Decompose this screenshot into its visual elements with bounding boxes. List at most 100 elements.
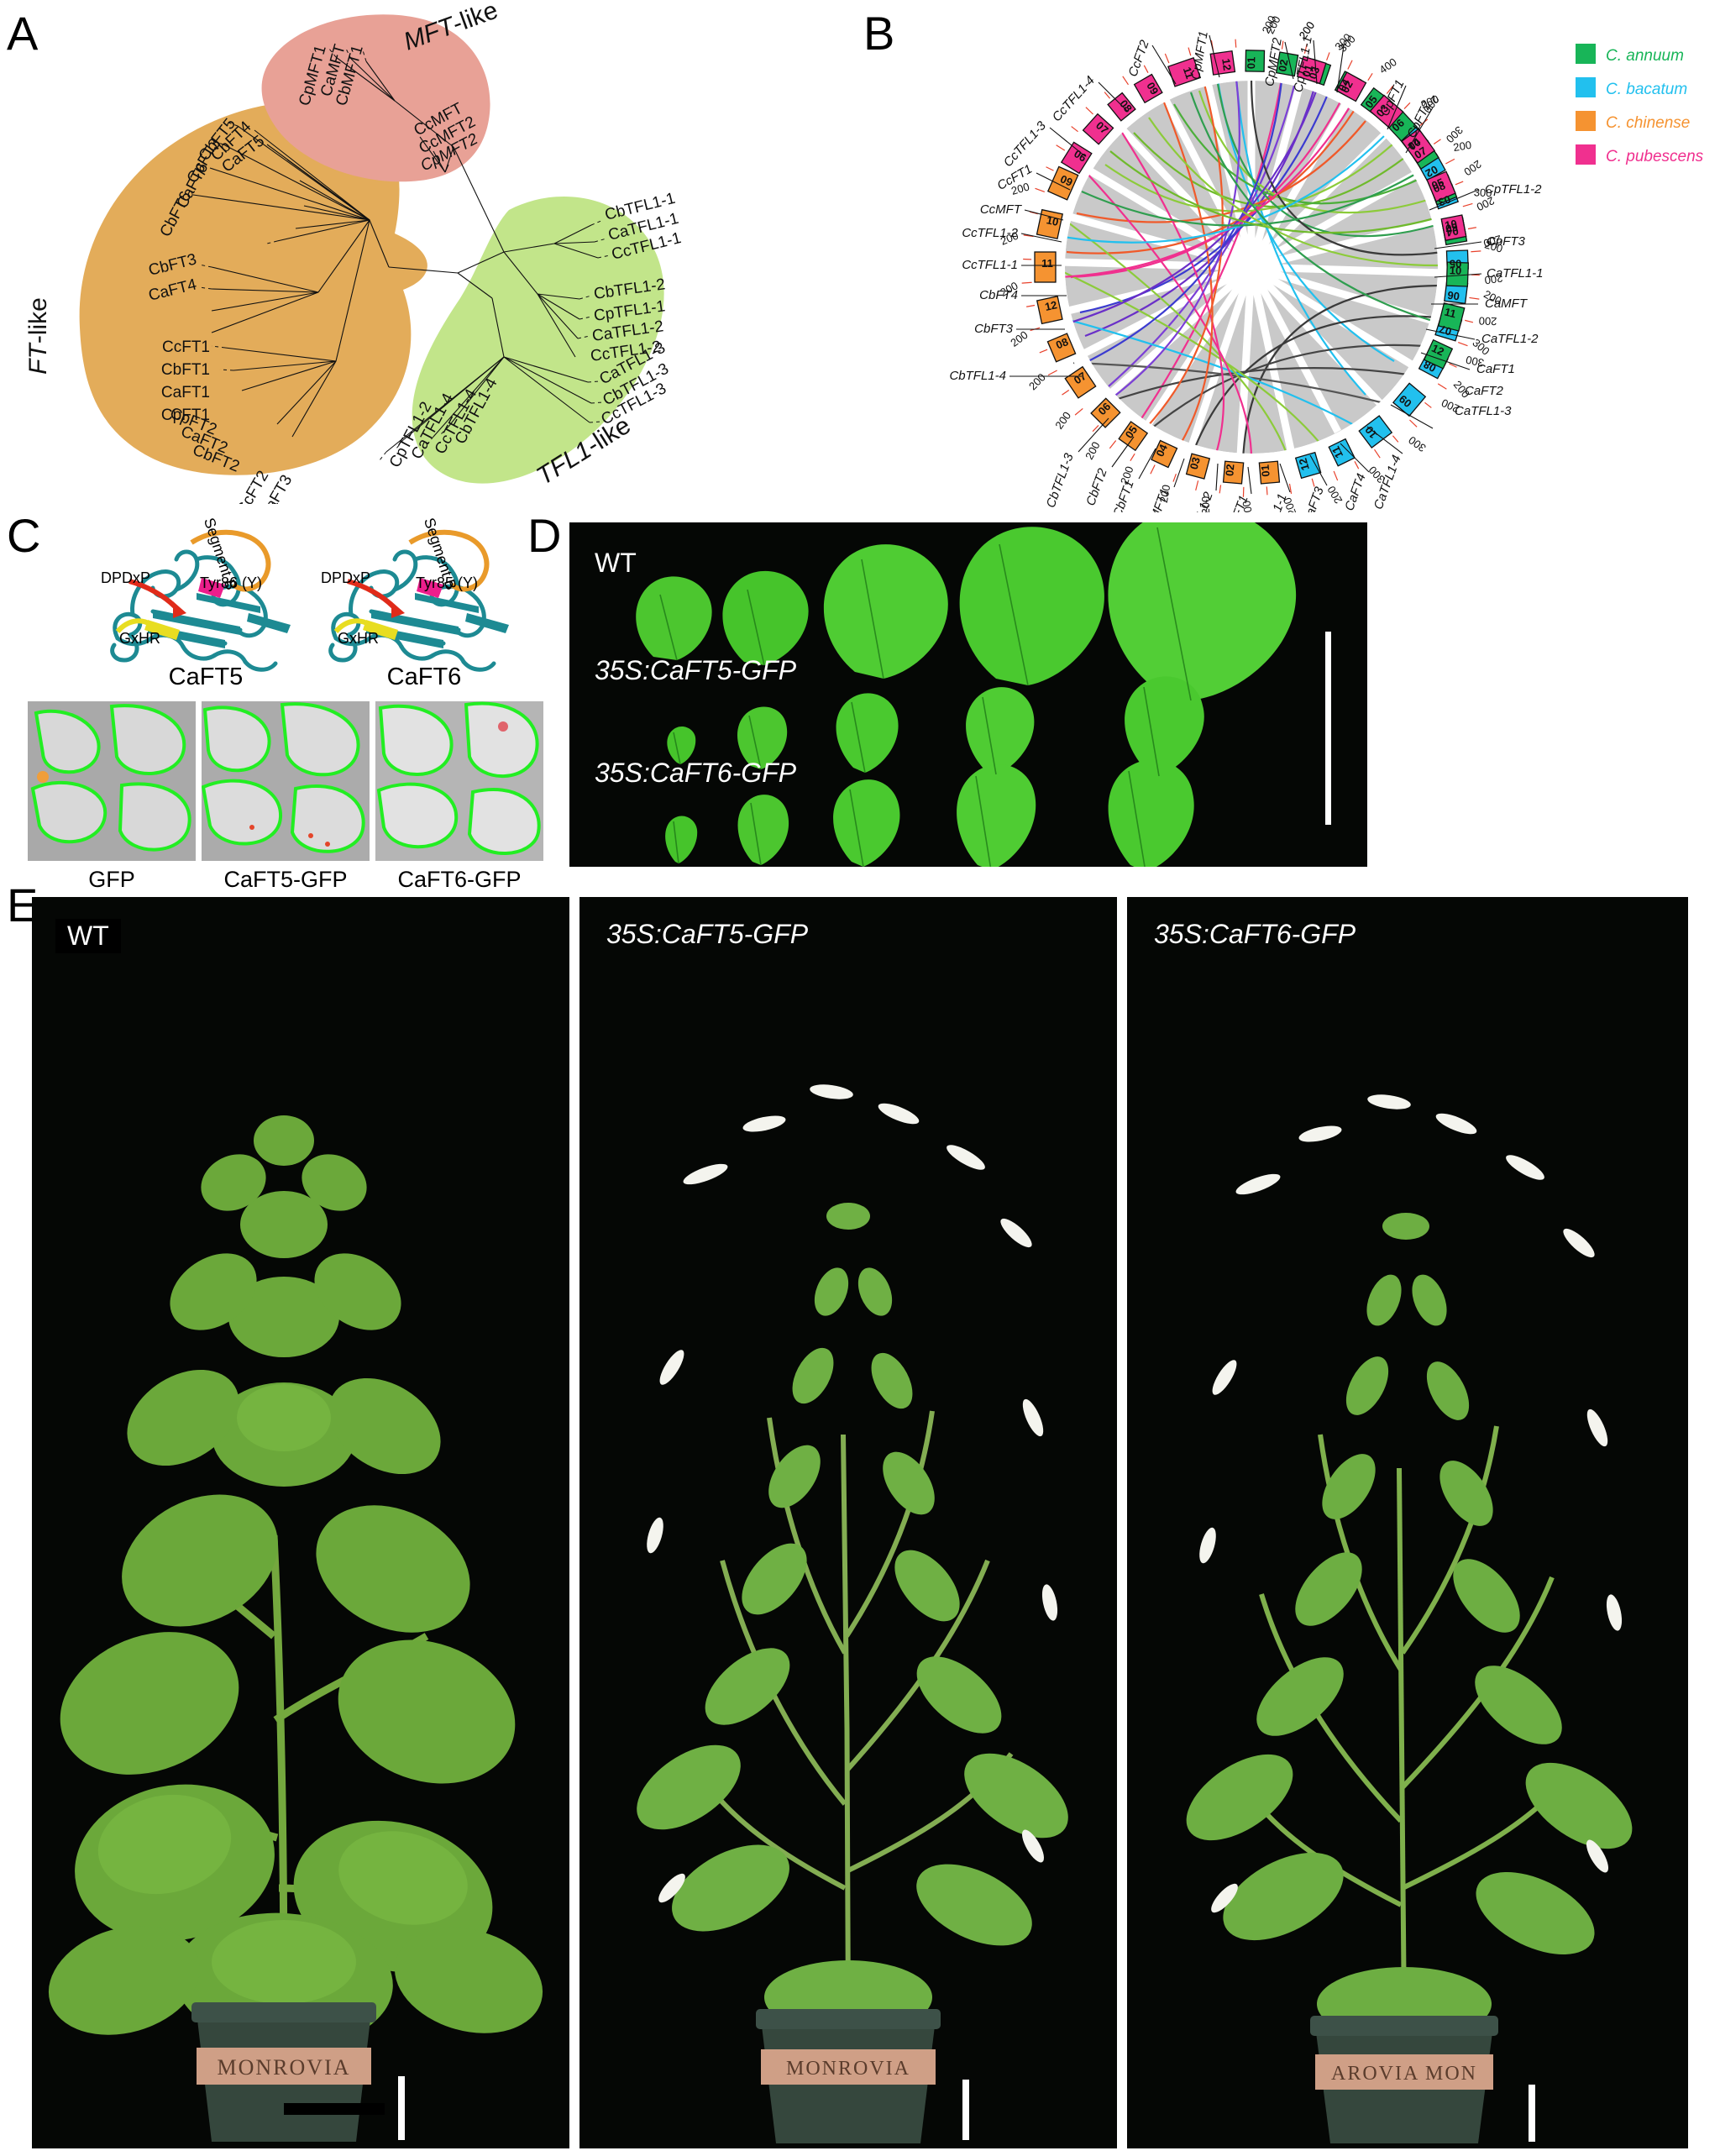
pot-label-text: AROVIA MON (1331, 2063, 1477, 2085)
annot-dpdxp-caft6: DPDxP (321, 569, 371, 586)
svg-text:200: 200 (1452, 139, 1472, 154)
svg-text:CcMFT: CcMFT (980, 202, 1023, 217)
svg-text:09: 09 (1445, 221, 1459, 235)
plant-photo-wt: MONROVIA (32, 897, 569, 2148)
svg-text:04: 04 (1153, 442, 1170, 459)
legend-label-c-annuum: C. annuum (1606, 47, 1684, 65)
svg-text:200: 200 (1324, 484, 1345, 506)
scale-bar-panel-e-3 (1529, 2085, 1535, 2142)
clade-blob-mft-like (261, 14, 490, 182)
scale-bar-panel-d (1325, 632, 1331, 825)
plant-photo-caft5: MONROVIA (579, 897, 1117, 2148)
svg-text:CpFT3: CpFT3 (1487, 234, 1526, 249)
legend-label-c-bacatum: C. bacatum (1606, 81, 1687, 98)
tree-tip-CpFT1: CpFT1 (161, 407, 210, 424)
svg-text:200: 200 (1461, 158, 1483, 179)
svg-text:07: 07 (1412, 144, 1429, 161)
svg-text:09: 09 (1144, 80, 1161, 97)
svg-text:300: 300 (1465, 354, 1485, 370)
tree-tip-CaFT1: CaFT1 (161, 384, 210, 401)
svg-text:200: 200 (1118, 464, 1136, 486)
svg-text:200: 200 (1083, 439, 1102, 461)
scale-bar-panel-e-1 (398, 2076, 405, 2140)
micrograph-caption-gfp: GFP (88, 867, 135, 892)
panel-d: D (521, 504, 1720, 873)
panel-e: E (0, 873, 1720, 2156)
panel-b: B (857, 0, 1720, 513)
svg-text:200: 200 (1484, 272, 1504, 287)
motif-tyr (417, 578, 443, 598)
svg-text:400: 400 (1377, 55, 1398, 76)
svg-text:04: 04 (1445, 224, 1460, 239)
svg-text:200: 200 (1157, 484, 1173, 504)
ring-gap (1050, 66, 1453, 469)
micrograph-gfp (28, 701, 196, 861)
svg-text:02: 02 (1424, 163, 1440, 180)
svg-text:05: 05 (1429, 176, 1445, 191)
svg-text:02: 02 (1223, 464, 1236, 477)
annot-gxhr-caft6: GxHR (338, 630, 379, 647)
motif-gxhr-sheet (144, 620, 180, 640)
tree-tip-CcFT1: CcFT1 (162, 338, 210, 356)
svg-text:200: 200 (1026, 370, 1048, 392)
motif-dpdxp-arrow (391, 601, 405, 618)
micrograph-caption-caft5-gfp: CaFT5-GFP (223, 867, 348, 892)
pot-label-text: MONROVIA (786, 2058, 910, 2080)
motif-tyr (198, 578, 225, 598)
protein-structure-caft6 (328, 529, 509, 672)
motif-segment-b (408, 529, 490, 592)
leaf-series-photo (569, 522, 1367, 867)
svg-text:02: 02 (1339, 78, 1356, 95)
svg-text:11: 11 (1041, 257, 1053, 270)
svg-text:200: 200 (1240, 500, 1256, 512)
panel-b-letter: B (863, 7, 895, 60)
motif-dpdxp (347, 579, 396, 609)
svg-text:11: 11 (1329, 444, 1346, 460)
svg-text:CcTFL1-3: CcTFL1-3 (1001, 118, 1050, 170)
clade-label-ft-like: FT-like (24, 297, 52, 375)
panel-e-label-wt: WT (55, 919, 121, 953)
svg-text:01: 01 (1299, 63, 1315, 78)
annot-tyr-caft6: Tyr85 (Y) (416, 574, 479, 591)
svg-text:09: 09 (1058, 172, 1074, 189)
homology-links (1056, 76, 1444, 461)
panel-e-label-caft5: 35S:CaFT5-GFP (606, 919, 809, 949)
svg-text:01: 01 (1259, 464, 1272, 478)
svg-text:CaTFL1-1: CaTFL1-1 (1487, 266, 1544, 281)
motif-dpdxp (128, 579, 177, 609)
svg-text:CpTFL1-2: CpTFL1-2 (1485, 182, 1542, 197)
svg-text:10: 10 (1450, 264, 1462, 276)
svg-text:CbFT4: CbFT4 (979, 288, 1018, 302)
panel-a: A (0, 0, 857, 504)
svg-text:200: 200 (1009, 180, 1030, 197)
svg-text:CaFT1: CaFT1 (1476, 362, 1515, 376)
svg-text:200: 200 (1482, 233, 1503, 250)
legend-label-c-pubescens: C. pubescens (1606, 148, 1704, 165)
panel-c-letter: C (7, 509, 41, 562)
svg-text:12: 12 (1296, 457, 1311, 472)
svg-text:200: 200 (1199, 496, 1212, 512)
micrograph-caft6-gfp (375, 701, 543, 861)
clade-blob-ft-like (79, 102, 427, 475)
annot-gxhr-caft5: GxHR (119, 630, 160, 647)
panel-a-letter: A (7, 7, 39, 60)
scale-tick-labels: 200 200 200 200 200 200 200 200 200 200 … (998, 13, 1504, 512)
annot-dpdxp-caft5: DPDxP (101, 569, 151, 586)
pot-label-text: MONROVIA (218, 2055, 351, 2080)
svg-text:10: 10 (1362, 423, 1380, 441)
legend-label-c-chinense: C. chinense (1606, 114, 1690, 132)
legend-swatch-c-annuum (1576, 44, 1596, 64)
legend-swatch-c-chinense (1576, 111, 1596, 131)
svg-text:01: 01 (1245, 57, 1257, 70)
svg-text:12: 12 (1429, 342, 1445, 359)
svg-text:02: 02 (1276, 58, 1290, 72)
svg-text:12: 12 (1219, 58, 1234, 71)
plant-photo-caft6: AROVIA MON (1127, 897, 1688, 2148)
svg-text:CbFT3: CbFT3 (974, 322, 1014, 336)
legend-swatch-c-bacatum (1576, 77, 1596, 97)
tick-ring (1021, 39, 1481, 497)
motif-dpdxp-arrow (173, 601, 186, 618)
pot-label-band (1315, 2054, 1493, 2090)
circos-plot-svg: 09 10 11 12 08 07 06 05 04 03 02 01 12 1… (949, 13, 1704, 512)
panel-d-letter: D (527, 509, 562, 562)
